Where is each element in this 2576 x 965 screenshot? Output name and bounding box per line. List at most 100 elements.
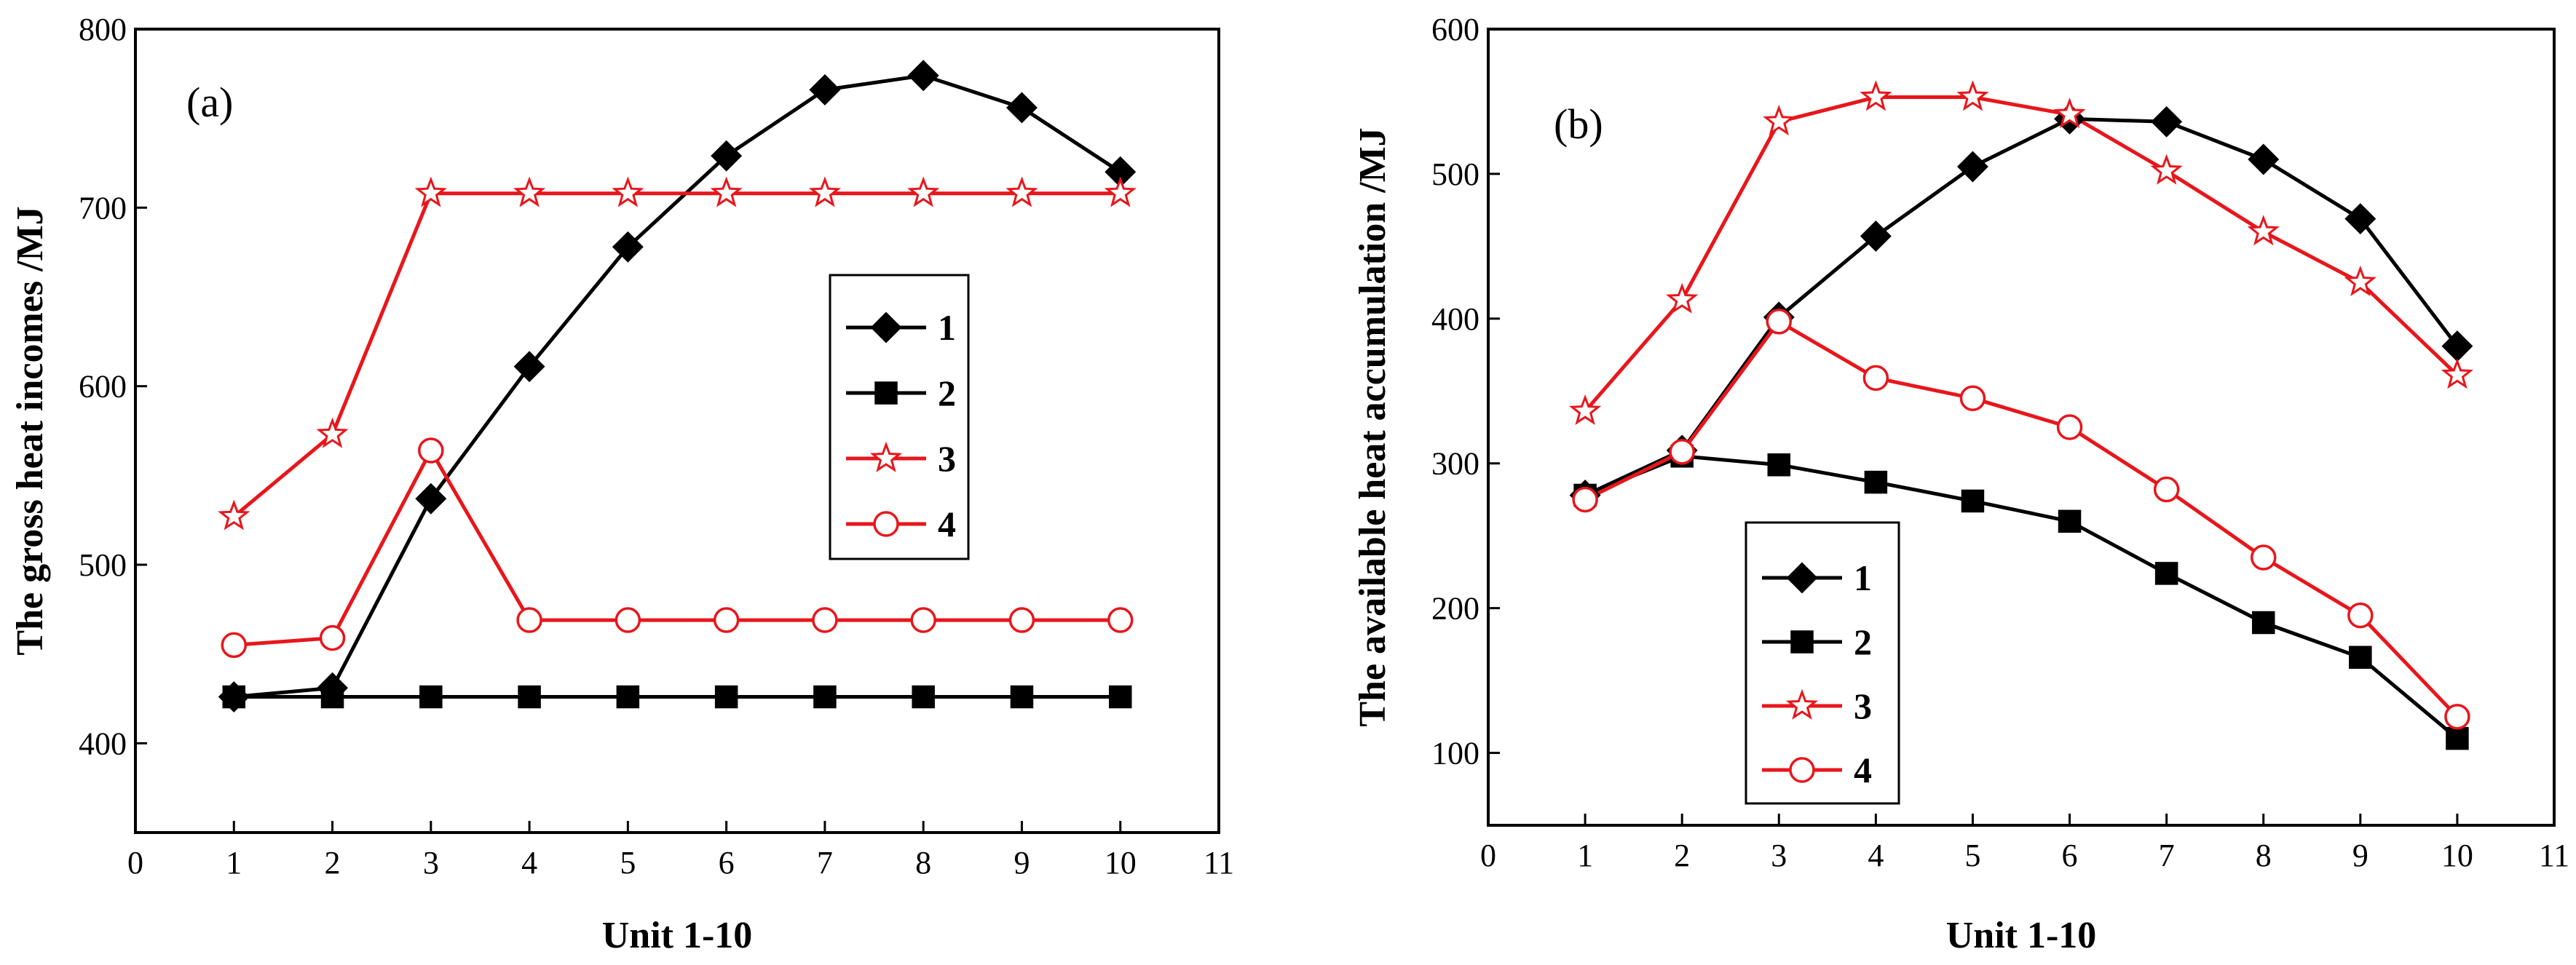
x-tick-label-b: 6: [2062, 838, 2078, 873]
y-axis-title-b: The available heat accumulation /MJ: [1352, 127, 1394, 726]
legend-label-a-1: 1: [938, 307, 956, 348]
data-point-a-4: [615, 607, 641, 633]
data-point-b-3: [2344, 265, 2377, 296]
data-point-b-3: [2150, 154, 2183, 185]
y-tick-label-a: 600: [79, 369, 127, 405]
data-point-a-2: [320, 685, 344, 709]
legend-b: 1 2 3 4: [1745, 521, 1900, 805]
panel-label-a: (a): [186, 79, 233, 126]
x-tick-label-a: 4: [521, 845, 537, 881]
y-tick-label-a: 700: [79, 190, 127, 226]
legend-box-a: [829, 274, 970, 560]
x-tick-label-a: 0: [127, 845, 143, 881]
x-tick-label-b: 4: [1868, 838, 1884, 873]
legend-box-b: [1745, 521, 1900, 805]
data-point-a-4: [1107, 607, 1134, 633]
data-point-a-2: [714, 685, 738, 709]
data-point-b-2: [1767, 453, 1791, 477]
x-tick-label-a: 3: [423, 845, 439, 881]
y-tick-label-a: 500: [79, 547, 127, 583]
data-point-b-2: [1961, 489, 1985, 513]
y-tick-label-b: 500: [1431, 156, 1479, 192]
data-point-a-3: [710, 176, 743, 207]
legend-label-a-3: 3: [938, 438, 956, 479]
data-point-a-3: [218, 499, 250, 531]
x-tick-label-a: 2: [325, 845, 341, 881]
x-tick-label-a: 1: [226, 845, 242, 881]
y-tick-label-b: 300: [1431, 446, 1479, 482]
chart-panel-b: (b) Unit 1-10 The available heat accumul…: [1352, 12, 2569, 956]
legend-marker-a-3: [869, 441, 903, 472]
data-point-b-1: [2441, 330, 2473, 362]
data-point-a-3: [414, 176, 447, 207]
legend-label-a-4: 4: [938, 504, 956, 544]
legend-items-a: 1 2 3 4: [846, 307, 956, 544]
x-tick-label-b: 2: [1674, 838, 1690, 873]
y-tick-label-b: 400: [1431, 301, 1479, 337]
data-point-b-4: [1669, 439, 1695, 465]
data-point-b-4: [2444, 704, 2470, 730]
data-point-a-4: [713, 607, 740, 633]
data-point-b-4: [2153, 476, 2180, 503]
series-a: [218, 60, 1137, 713]
data-point-b-3: [1763, 105, 1795, 136]
x-axis-title-b: Unit 1-10: [1946, 915, 2097, 956]
legend-label-b-1: 1: [1854, 557, 1872, 598]
data-point-a-4: [1008, 607, 1035, 633]
data-point-b-4: [2056, 414, 2083, 440]
x-tick-label-a: 9: [1014, 845, 1030, 881]
data-point-a-1: [907, 60, 939, 92]
data-point-b-2: [2349, 646, 2372, 670]
data-point-a-2: [518, 685, 541, 709]
data-point-b-4: [1766, 309, 1793, 335]
legend-a: 1 2 3 4: [829, 274, 970, 560]
data-point-a-1: [612, 231, 644, 263]
data-point-b-4: [2347, 602, 2374, 629]
data-point-b-4: [1572, 486, 1598, 513]
x-tick-label-b: 0: [1480, 838, 1496, 873]
ticks-a: 0 1 2 3 4 5 6 7 8 9 10 11 400 500 600 700 800: [79, 12, 1234, 881]
data-point-a-4: [516, 607, 542, 633]
legend-marker-a-2: [874, 381, 898, 405]
legend-label-a-2: 2: [938, 373, 956, 413]
data-point-b-3: [1568, 394, 1602, 425]
x-tick-label-a: 8: [915, 845, 931, 881]
data-point-a-1: [1005, 92, 1038, 124]
series-b: [1568, 80, 2474, 750]
legend-marker-b-3: [1785, 688, 1819, 720]
data-point-a-4: [812, 607, 838, 633]
x-tick-label-a: 6: [719, 845, 735, 881]
y-tick-label-b: 100: [1431, 736, 1479, 771]
series-line-a-3: [232, 191, 1121, 518]
data-point-b-1: [1956, 151, 1988, 183]
data-point-b-3: [1956, 80, 1989, 111]
y-tick-label-a: 800: [79, 12, 127, 47]
data-point-a-3: [907, 176, 940, 207]
plot-frame-b: [1487, 28, 2556, 827]
x-tick-label-a: 11: [1204, 845, 1234, 881]
series-line-b-3: [1584, 95, 2459, 413]
data-point-b-3: [2053, 98, 2086, 129]
x-tick-label-b: 10: [2441, 838, 2473, 873]
x-tick-label-b: 5: [1964, 838, 1980, 873]
data-point-a-2: [616, 685, 640, 709]
data-point-a-1: [513, 351, 545, 383]
data-point-b-1: [2248, 143, 2280, 175]
data-point-b-3: [1860, 80, 1892, 111]
x-tick-label-b: 7: [2159, 838, 2175, 873]
data-point-a-2: [813, 685, 837, 709]
x-tick-label-a: 5: [620, 845, 636, 881]
data-point-b-4: [2250, 544, 2277, 571]
data-point-b-4: [1862, 365, 1889, 392]
x-tick-label-b: 11: [2539, 838, 2569, 873]
legend-marker-b-1: [1786, 562, 1818, 594]
data-point-a-3: [612, 176, 644, 207]
legend-label-b-3: 3: [1854, 686, 1872, 726]
data-point-b-3: [1666, 282, 1699, 314]
series-line-b-1: [1584, 116, 2459, 497]
y-axis-title-a: The gross heat incomes /MJ: [9, 206, 51, 655]
data-point-b-4: [1959, 385, 1986, 411]
data-point-a-3: [316, 417, 349, 448]
legend-marker-a-4: [873, 511, 899, 537]
